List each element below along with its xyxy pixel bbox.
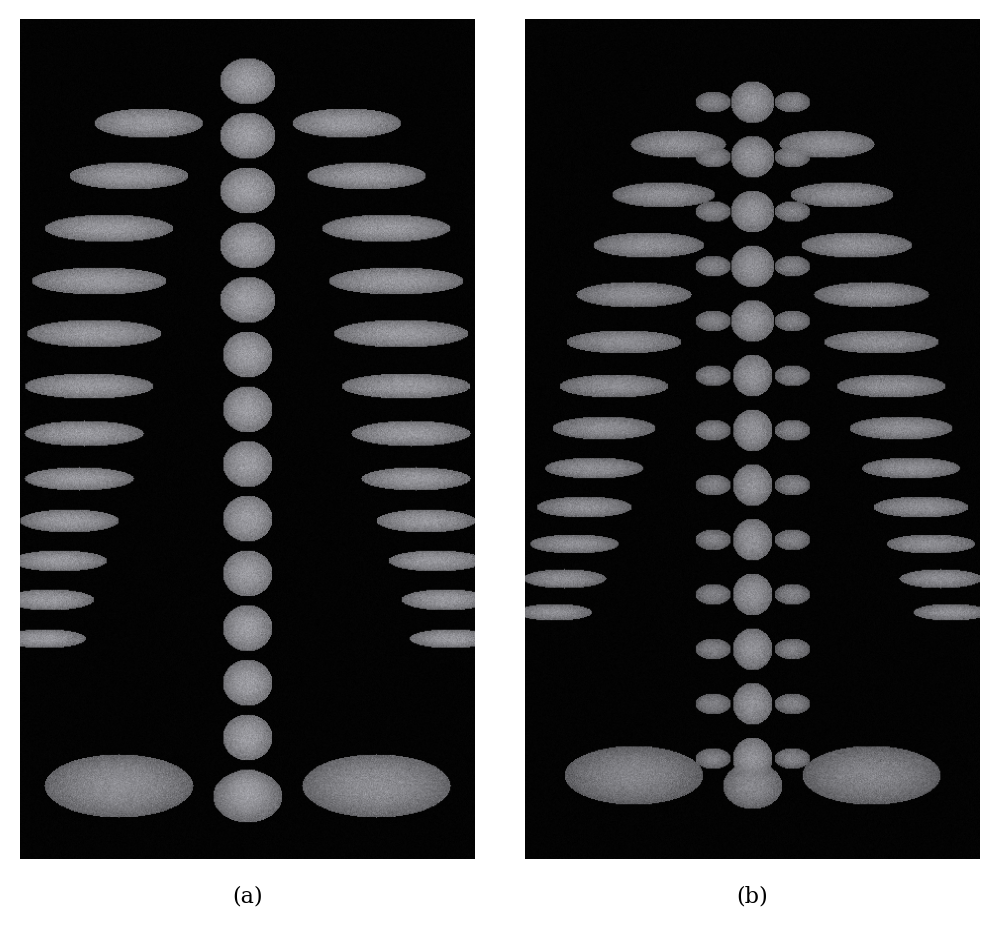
Text: (a): (a) bbox=[232, 885, 263, 908]
Text: (b): (b) bbox=[737, 885, 768, 908]
